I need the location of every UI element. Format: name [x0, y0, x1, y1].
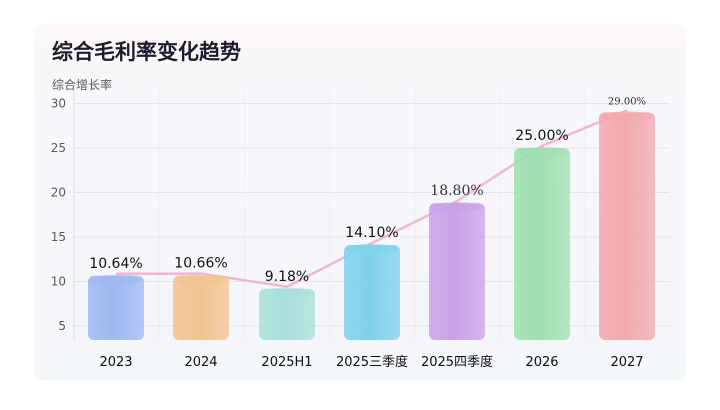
bar-top — [260, 287, 314, 298]
data-label: 25.00% — [515, 128, 568, 144]
y-tick-label: 20 — [51, 186, 66, 200]
bar — [259, 288, 315, 340]
y-tick-label: 30 — [51, 97, 66, 111]
data-label: 18.80% — [430, 183, 483, 199]
x-tick-label: 2024 — [184, 355, 217, 370]
x-tick-label: 2023 — [99, 355, 132, 370]
data-label: 10.64% — [89, 256, 142, 272]
bar-top — [600, 111, 654, 122]
y-tick-label: 5 — [58, 319, 66, 333]
bar — [599, 112, 655, 341]
bar-top — [515, 147, 569, 157]
bar-top — [430, 202, 484, 213]
y-axis-label: 综合增长率 — [52, 78, 113, 92]
bar — [514, 148, 570, 340]
x-tick-label: 2025三季度 — [336, 354, 408, 370]
bar — [173, 275, 229, 340]
bar-top — [89, 274, 143, 285]
data-label: 29.00% — [608, 96, 646, 107]
x-tick-label: 2025H1 — [261, 355, 312, 370]
chart-title: 综合毛利率变化趋势 — [52, 40, 241, 64]
bar — [88, 275, 144, 340]
data-label: 9.18% — [265, 269, 309, 285]
x-tick-label: 2026 — [525, 355, 558, 370]
data-label: 10.66% — [174, 256, 227, 272]
bar — [429, 203, 485, 340]
data-label: 14.10% — [345, 225, 398, 241]
bar-top — [345, 244, 399, 255]
x-tick-label: 2027 — [610, 355, 643, 370]
bar — [344, 245, 400, 340]
trend-line — [115, 109, 628, 289]
y-tick-label: 10 — [51, 275, 66, 289]
y-tick-label: 15 — [51, 230, 66, 244]
x-tick-label: 2025四季度 — [421, 354, 493, 370]
bar-top — [174, 274, 228, 285]
y-tick-label: 25 — [51, 141, 66, 155]
